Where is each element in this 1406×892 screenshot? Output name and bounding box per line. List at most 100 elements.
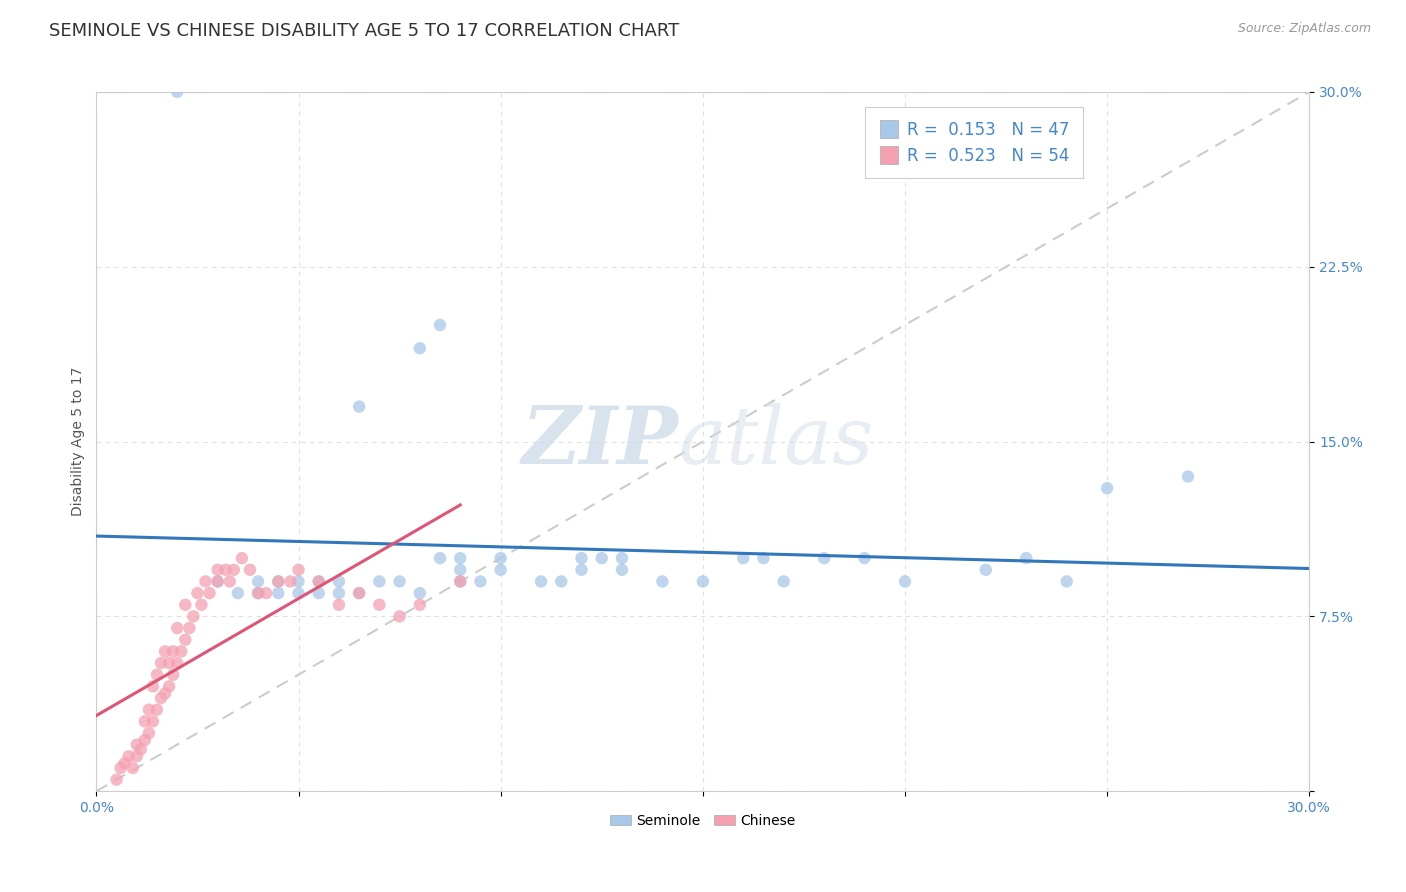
Point — [129, 742, 152, 756]
Point — [134, 733, 156, 747]
Point — [489, 563, 512, 577]
Point — [470, 574, 492, 589]
Point — [166, 85, 188, 99]
Point — [267, 586, 290, 600]
Text: atlas: atlas — [679, 403, 875, 480]
Point — [772, 574, 794, 589]
Text: ZIP: ZIP — [522, 403, 679, 480]
Point — [239, 563, 262, 577]
Point — [571, 563, 593, 577]
Point — [449, 563, 471, 577]
Point — [974, 563, 997, 577]
Point — [247, 574, 270, 589]
Point — [280, 574, 302, 589]
Text: Source: ZipAtlas.com: Source: ZipAtlas.com — [1237, 22, 1371, 36]
Point — [125, 749, 148, 764]
Point — [110, 761, 132, 775]
Point — [449, 574, 471, 589]
Point — [157, 656, 180, 670]
Legend: Seminole, Chinese: Seminole, Chinese — [605, 808, 801, 833]
Point — [1015, 551, 1038, 566]
Point — [218, 574, 240, 589]
Point — [157, 679, 180, 693]
Point — [409, 598, 432, 612]
Point — [308, 574, 330, 589]
Point — [429, 318, 451, 332]
Point — [105, 772, 128, 787]
Point — [166, 656, 188, 670]
Point — [194, 574, 217, 589]
Point — [170, 644, 193, 658]
Point — [308, 586, 330, 600]
Point — [853, 551, 876, 566]
Point — [114, 756, 136, 771]
Point — [610, 563, 633, 577]
Point — [153, 686, 176, 700]
Point — [813, 551, 835, 566]
Point — [571, 551, 593, 566]
Point — [328, 598, 350, 612]
Point — [1056, 574, 1078, 589]
Point — [207, 563, 229, 577]
Point — [347, 586, 370, 600]
Point — [1177, 469, 1199, 483]
Point — [150, 691, 173, 706]
Point — [651, 574, 673, 589]
Point — [231, 551, 253, 566]
Point — [226, 586, 249, 600]
Point — [138, 726, 160, 740]
Point — [121, 761, 143, 775]
Point — [429, 551, 451, 566]
Point — [183, 609, 205, 624]
Point — [287, 574, 309, 589]
Point — [530, 574, 553, 589]
Point — [388, 574, 411, 589]
Point — [247, 586, 270, 600]
Point — [142, 714, 165, 729]
Point — [752, 551, 775, 566]
Point — [162, 644, 184, 658]
Point — [207, 574, 229, 589]
Point — [550, 574, 572, 589]
Point — [347, 586, 370, 600]
Point — [138, 703, 160, 717]
Point — [449, 574, 471, 589]
Text: SEMINOLE VS CHINESE DISABILITY AGE 5 TO 17 CORRELATION CHART: SEMINOLE VS CHINESE DISABILITY AGE 5 TO … — [49, 22, 679, 40]
Point — [388, 609, 411, 624]
Point — [146, 703, 169, 717]
Point — [591, 551, 613, 566]
Point — [190, 598, 212, 612]
Point — [308, 574, 330, 589]
Point — [222, 563, 245, 577]
Point — [449, 551, 471, 566]
Point — [134, 714, 156, 729]
Point — [174, 632, 197, 647]
Point — [153, 644, 176, 658]
Point — [489, 551, 512, 566]
Point — [1095, 481, 1118, 495]
Point — [179, 621, 201, 635]
Point — [118, 749, 141, 764]
Point — [186, 586, 208, 600]
Point — [368, 574, 391, 589]
Point — [125, 738, 148, 752]
Point — [328, 586, 350, 600]
Point — [150, 656, 173, 670]
Point — [142, 679, 165, 693]
Point — [267, 574, 290, 589]
Point — [368, 598, 391, 612]
Point — [287, 563, 309, 577]
Point — [207, 574, 229, 589]
Point — [409, 586, 432, 600]
Y-axis label: Disability Age 5 to 17: Disability Age 5 to 17 — [72, 367, 86, 516]
Point — [162, 667, 184, 681]
Point — [267, 574, 290, 589]
Point — [174, 598, 197, 612]
Point — [254, 586, 277, 600]
Point — [328, 574, 350, 589]
Point — [347, 400, 370, 414]
Point — [146, 667, 169, 681]
Point — [409, 341, 432, 355]
Point — [894, 574, 917, 589]
Point — [247, 586, 270, 600]
